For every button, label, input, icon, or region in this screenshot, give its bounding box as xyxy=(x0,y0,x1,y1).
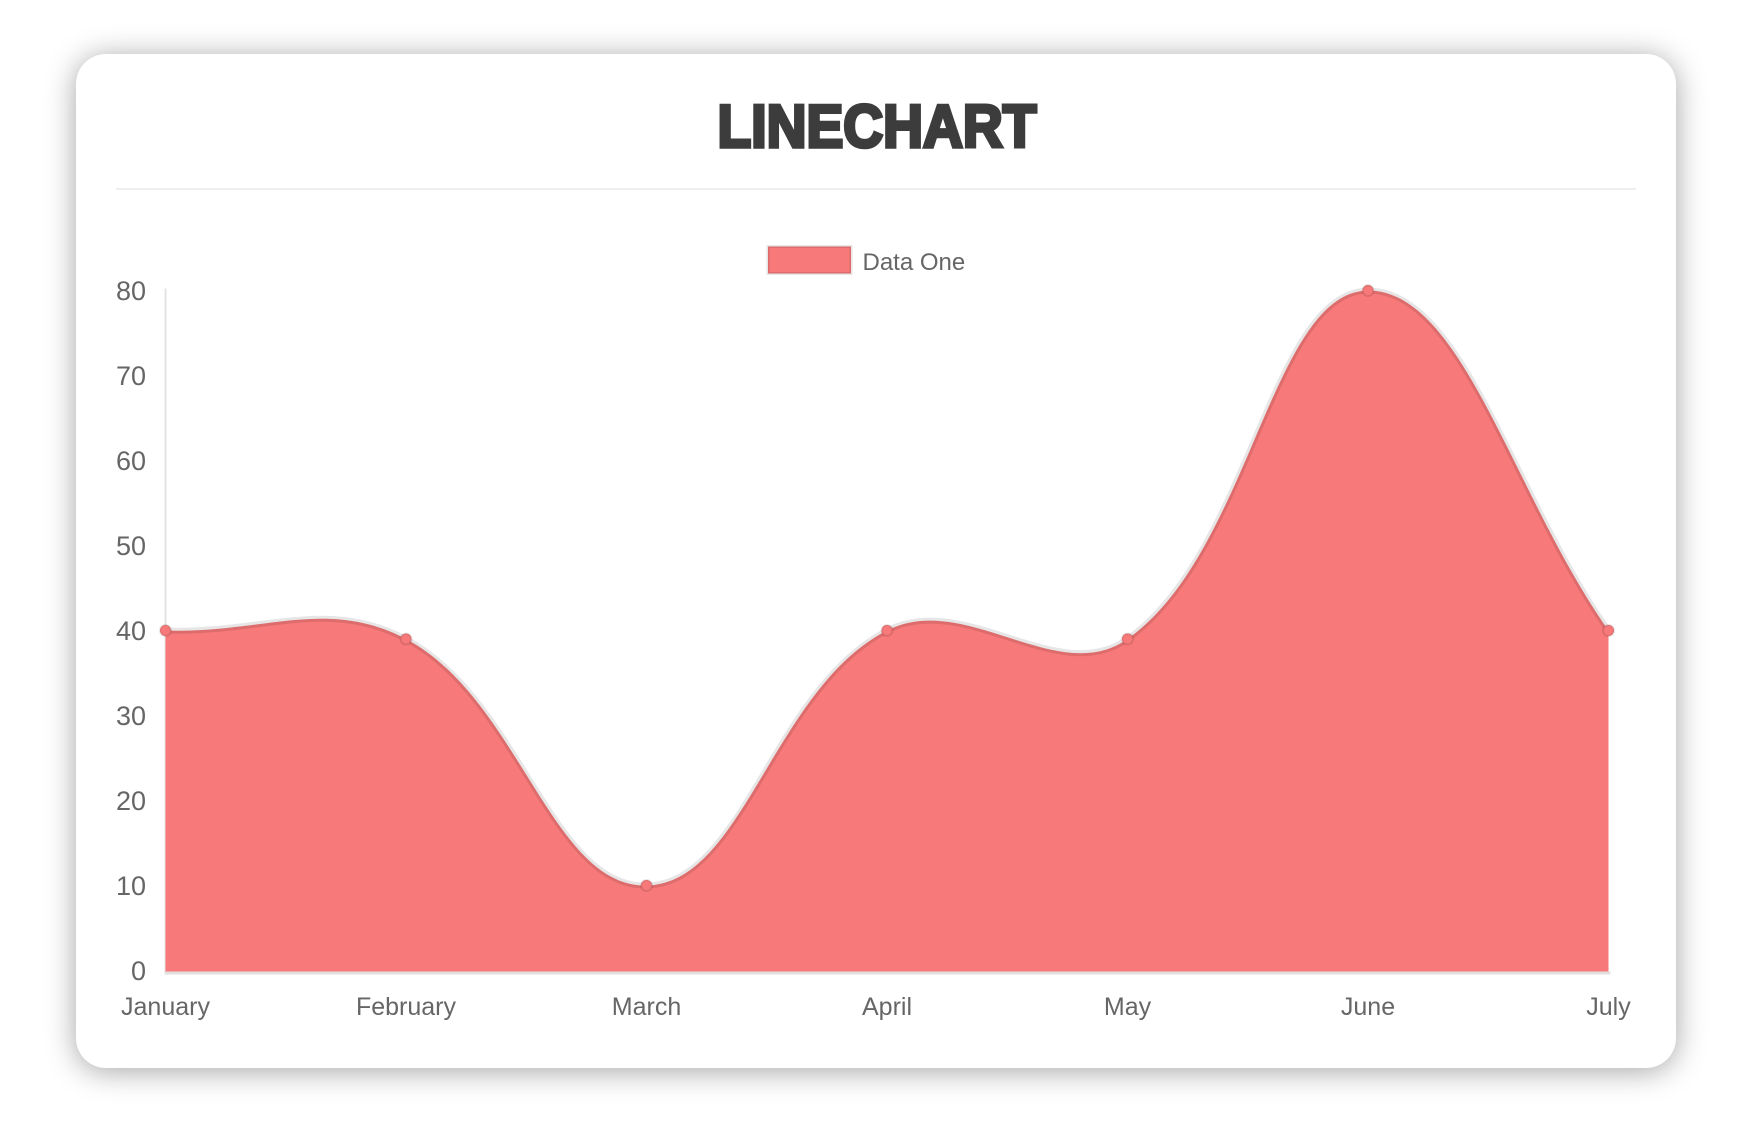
svg-text:80: 80 xyxy=(116,276,146,306)
svg-text:May: May xyxy=(1104,993,1152,1021)
svg-text:10: 10 xyxy=(116,871,146,901)
svg-text:0: 0 xyxy=(131,956,146,986)
svg-text:Data One: Data One xyxy=(863,249,966,276)
svg-text:20: 20 xyxy=(116,786,146,816)
svg-text:July: July xyxy=(1586,993,1631,1021)
svg-text:April: April xyxy=(862,993,912,1021)
svg-text:January: January xyxy=(121,993,210,1021)
svg-text:60: 60 xyxy=(116,446,146,476)
svg-text:70: 70 xyxy=(116,361,146,391)
svg-text:June: June xyxy=(1341,993,1395,1021)
svg-text:March: March xyxy=(612,993,681,1021)
svg-text:February: February xyxy=(356,993,457,1021)
svg-text:50: 50 xyxy=(116,531,146,561)
svg-text:40: 40 xyxy=(116,616,146,646)
svg-text:30: 30 xyxy=(116,701,146,731)
